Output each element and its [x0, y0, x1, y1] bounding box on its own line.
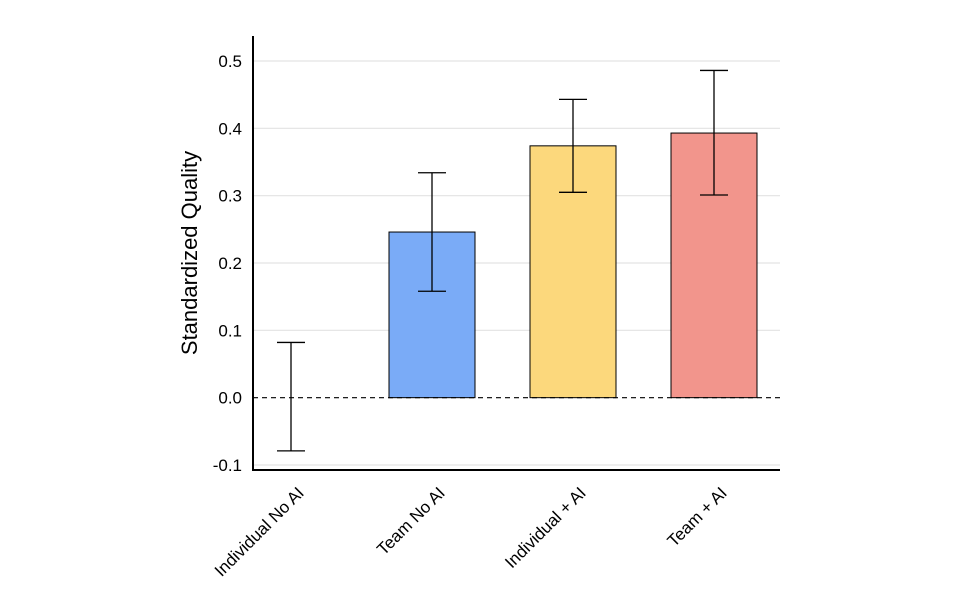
y-tick-label: 0.3 — [218, 187, 242, 206]
error-bar — [277, 341, 305, 452]
x-tick-label: Team No AI — [373, 483, 449, 559]
grid-lines — [253, 60, 780, 466]
y-tick-labels: -0.1 0.0 0.1 0.2 0.3 0.4 0.5 — [213, 52, 242, 475]
error-bar — [559, 98, 587, 193]
y-tick-label: 0.2 — [218, 254, 242, 273]
y-tick-label: 0.5 — [218, 52, 242, 71]
y-tick-label: 0.1 — [218, 321, 242, 340]
error-bars — [277, 69, 728, 452]
y-tick-label: 0.0 — [218, 389, 242, 408]
y-tick-label: -0.1 — [213, 456, 242, 475]
x-tick-label: Individual + AI — [501, 483, 590, 572]
bars — [388, 132, 758, 399]
error-bar — [700, 69, 728, 196]
y-tick-label: 0.4 — [218, 119, 242, 138]
y-axis-label: Standardized Quality — [177, 151, 202, 355]
x-tick-label: Individual No AI — [211, 483, 308, 580]
x-tick-label: Team + AI — [664, 483, 731, 550]
error-bar — [418, 172, 446, 292]
x-tick-labels: Individual No AI Team No AI Individual + A… — [211, 483, 731, 580]
axes — [252, 36, 780, 471]
